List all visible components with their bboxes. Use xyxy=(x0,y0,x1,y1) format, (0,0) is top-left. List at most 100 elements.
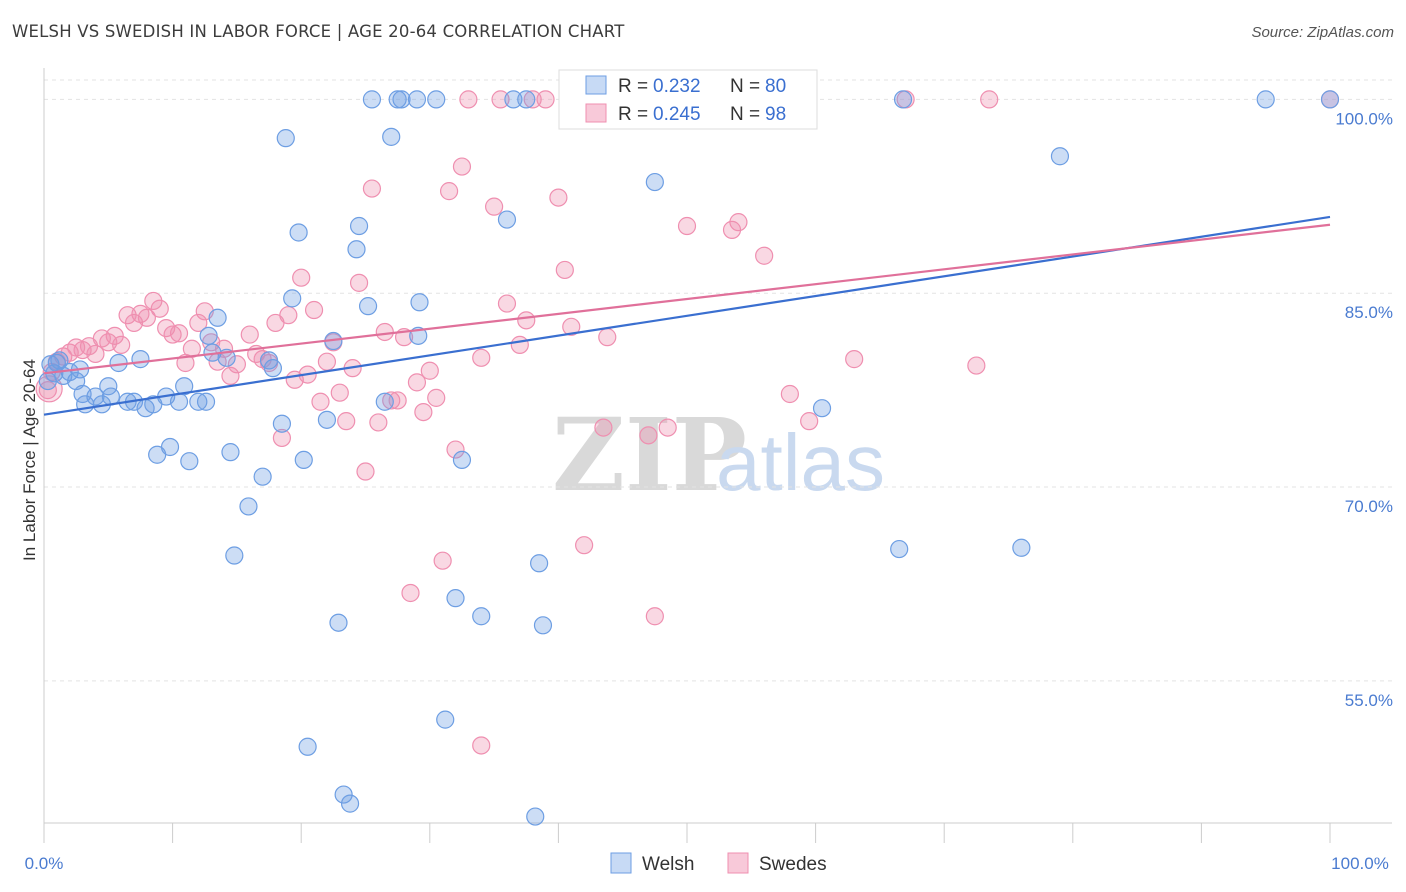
welsh-point xyxy=(263,359,283,378)
series-legend: Welsh Swedes xyxy=(610,852,827,875)
swedes-point xyxy=(433,551,452,570)
swedes-point xyxy=(330,383,349,402)
welsh-swatch-top xyxy=(585,75,607,95)
chart-title: WELSH VS SWEDISH IN LABOR FORCE | AGE 20… xyxy=(12,22,625,41)
swedes-points xyxy=(35,90,1340,755)
welsh-point xyxy=(334,785,353,804)
welsh-point xyxy=(221,443,240,462)
swedes-point xyxy=(137,308,156,327)
welsh-point xyxy=(526,807,545,826)
swedes-point xyxy=(221,366,240,386)
welsh-swatch xyxy=(610,852,632,874)
welsh-point xyxy=(347,240,366,259)
welsh-point xyxy=(175,377,194,396)
welsh-point xyxy=(1012,538,1031,557)
swedes-point xyxy=(382,391,401,410)
welsh-point xyxy=(388,90,407,109)
swedes-r-label: R = xyxy=(618,104,648,125)
welsh-point xyxy=(38,371,57,391)
swedes-point xyxy=(967,356,986,375)
welsh-point xyxy=(160,437,180,457)
swedes-point xyxy=(414,402,433,422)
swedes-point xyxy=(800,412,819,431)
swedes-point xyxy=(845,350,864,369)
swedes-point xyxy=(375,322,394,342)
welsh-point xyxy=(272,414,292,433)
swedes-point xyxy=(362,179,382,198)
swedes-point xyxy=(356,462,375,481)
source-credit: Source: ZipAtlas.com xyxy=(1251,24,1394,41)
y-tick-label: 55.0% xyxy=(1345,691,1393,710)
welsh-point xyxy=(472,607,491,626)
swedes-point xyxy=(517,311,536,330)
swedes-n-label: N = xyxy=(730,104,760,125)
swedes-point xyxy=(677,216,697,236)
swedes-point xyxy=(497,294,517,313)
swedes-point xyxy=(452,157,472,176)
swedes-point xyxy=(401,583,420,603)
swedes-point xyxy=(639,426,658,445)
welsh-point xyxy=(99,377,118,396)
swedes-point xyxy=(472,736,491,755)
welsh-point xyxy=(317,410,337,429)
swedes-point xyxy=(980,90,999,109)
welsh-point xyxy=(517,90,536,109)
stats-legend: R = 0.232 N = 80 R = 0.245 N = 98 xyxy=(558,69,818,130)
welsh-point xyxy=(497,210,517,229)
swedes-point xyxy=(594,418,613,437)
welsh-point xyxy=(1256,90,1275,109)
tick-labels: 55.0% 70.0% 85.0% 100.0% 0.0% 100.0% xyxy=(25,109,1393,873)
swedes-legend-label: Swedes xyxy=(759,854,827,875)
swedes-point xyxy=(337,412,356,431)
welsh-point xyxy=(530,554,549,573)
swedes-r-value: 0.245 xyxy=(653,104,701,125)
welsh-point xyxy=(239,497,258,516)
swedes-point xyxy=(446,440,465,459)
welsh-point xyxy=(436,710,455,729)
welsh-point xyxy=(890,539,909,559)
y-tick-label: 85.0% xyxy=(1345,303,1393,322)
swedes-trendline xyxy=(43,223,1331,375)
swedes-point xyxy=(780,384,799,404)
swedes-point xyxy=(658,418,677,437)
swedes-point xyxy=(427,388,446,407)
swedes-point xyxy=(369,413,388,432)
y-tick-label: 100.0% xyxy=(1335,109,1393,128)
swedes-point-large xyxy=(35,375,63,403)
welsh-point xyxy=(289,223,308,242)
welsh-point xyxy=(446,589,465,608)
welsh-point xyxy=(131,350,150,369)
swedes-point xyxy=(459,90,478,109)
axes xyxy=(43,68,1392,843)
swedes-point xyxy=(407,373,427,392)
welsh-point xyxy=(208,308,227,327)
swedes-point xyxy=(169,324,189,343)
swedes-n-value: 98 xyxy=(765,104,786,125)
watermark: ZIP atlas xyxy=(552,396,885,514)
welsh-r-value: 0.232 xyxy=(653,76,701,97)
swedes-point xyxy=(439,182,459,201)
swedes-point xyxy=(598,328,617,347)
swedes-point xyxy=(86,344,105,364)
swedes-point xyxy=(317,352,337,371)
welsh-point xyxy=(645,172,664,192)
watermark-zip: ZIP xyxy=(552,396,747,514)
welsh-point xyxy=(382,127,401,146)
swedes-point xyxy=(163,325,182,344)
swedes-point xyxy=(150,299,169,318)
welsh-point xyxy=(362,90,382,109)
welsh-n-label: N = xyxy=(730,76,760,97)
swedes-point xyxy=(388,391,407,410)
welsh-point xyxy=(407,90,427,109)
swedes-point xyxy=(349,273,369,292)
welsh-n-value: 80 xyxy=(765,76,786,97)
swedes-point xyxy=(105,326,124,345)
swedes-point xyxy=(279,306,298,325)
swedes-point xyxy=(491,90,510,109)
welsh-points xyxy=(38,90,1340,826)
swedes-point xyxy=(227,355,246,374)
welsh-point xyxy=(452,450,472,469)
swedes-point xyxy=(485,197,504,216)
trendlines xyxy=(43,215,1331,416)
